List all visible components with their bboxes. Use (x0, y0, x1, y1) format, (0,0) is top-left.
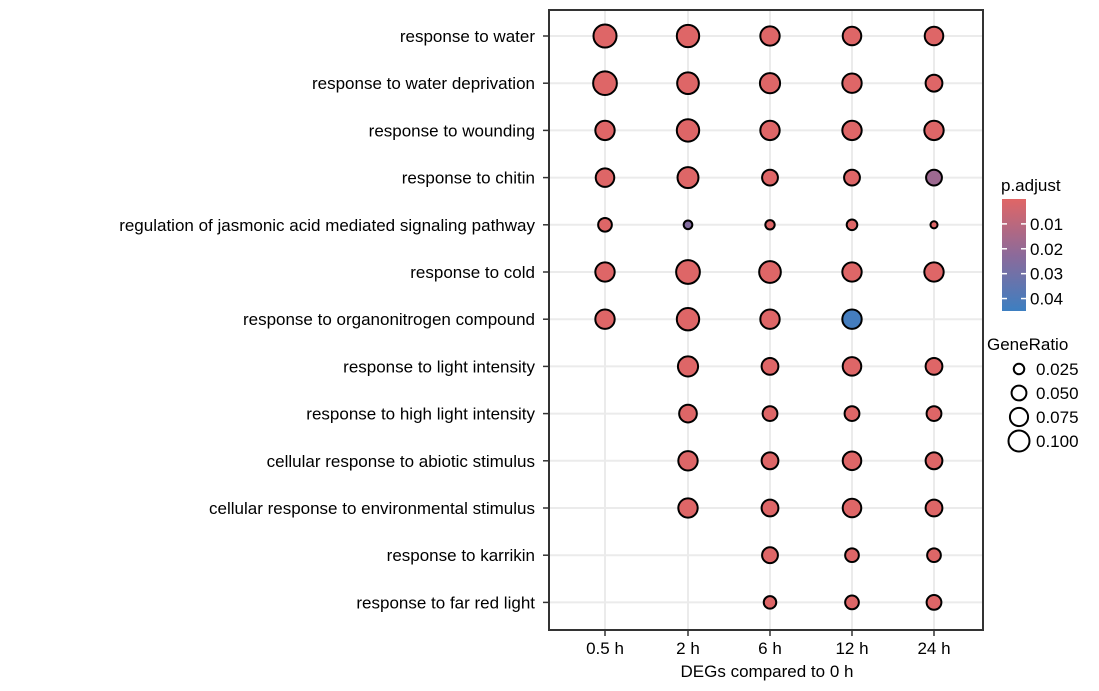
color-legend-ticks: 0.01 0.02 0.03 0.04 (1002, 215, 1063, 309)
x-axis-title: DEGs compared to 0 h (681, 662, 854, 681)
plot-panel-border (548, 9, 984, 631)
data-point (676, 71, 700, 96)
data-point (923, 261, 945, 283)
x-tick-label: 0.5 h (586, 639, 624, 658)
x-tick-label: 6 h (758, 639, 782, 658)
data-point (924, 498, 944, 518)
data-point (843, 405, 861, 423)
size-legend: GeneRatio 0.025 0.050 0.075 0.100 (987, 335, 1079, 453)
color-legend-title: p.adjust (1001, 176, 1061, 195)
data-point (923, 119, 945, 142)
x-tick-label: 12 h (835, 639, 868, 658)
data-point (761, 405, 779, 423)
data-point (844, 547, 860, 564)
data-point (675, 118, 701, 143)
data-point (761, 168, 779, 187)
data-point (929, 220, 939, 230)
data-point (760, 451, 780, 471)
data-point (597, 216, 613, 233)
data-point (841, 497, 863, 519)
y-tick-label: response to chitin (402, 169, 535, 188)
points-layer (592, 23, 945, 611)
data-point (761, 546, 779, 565)
color-legend-tick-label: 0.02 (1030, 240, 1063, 259)
data-point (594, 308, 616, 330)
data-point (676, 166, 700, 190)
data-point (845, 218, 859, 232)
size-legend-label: 0.100 (1036, 432, 1079, 451)
y-tick-label: response to water (400, 27, 535, 46)
data-point (841, 261, 863, 283)
data-point (841, 450, 863, 472)
size-legend-items: 0.025 0.050 0.075 0.100 (1007, 360, 1079, 453)
size-legend-key (1010, 384, 1028, 402)
data-point (678, 403, 698, 424)
data-point (759, 119, 781, 142)
data-point (675, 23, 701, 49)
y-tick-label: cellular response to abiotic stimulus (267, 452, 535, 471)
data-point (675, 307, 701, 332)
data-point (759, 25, 781, 47)
data-point (925, 594, 943, 611)
data-point (925, 405, 943, 423)
y-tick-label: cellular response to environmental stimu… (209, 499, 535, 518)
data-point (923, 25, 945, 47)
y-tick-label: response to wounding (369, 121, 535, 140)
size-legend-title: GeneRatio (987, 335, 1068, 354)
data-point (677, 497, 699, 519)
color-legend-tick-label: 0.01 (1030, 215, 1063, 234)
data-point (841, 308, 863, 330)
data-point (594, 119, 616, 142)
data-point (841, 119, 863, 142)
data-point (764, 219, 776, 231)
size-legend-key (1008, 406, 1030, 428)
data-point (841, 25, 863, 47)
color-legend-tick-label: 0.04 (1030, 290, 1063, 309)
data-point (760, 357, 780, 376)
data-point (594, 261, 616, 283)
color-legend-bar (1002, 199, 1026, 311)
y-tick-label: regulation of jasmonic acid mediated sig… (119, 216, 535, 235)
size-legend-key (1007, 429, 1031, 453)
x-tick-label: 24 h (917, 639, 950, 658)
y-tick-label: response to water deprivation (312, 74, 535, 93)
size-legend-key (1012, 362, 1026, 376)
data-point (594, 167, 616, 188)
data-point (925, 168, 943, 187)
data-point (924, 451, 944, 471)
data-point (758, 260, 782, 284)
data-point (841, 356, 863, 377)
size-legend-label: 0.025 (1036, 360, 1079, 379)
data-point (682, 219, 694, 231)
y-tick-label: response to cold (410, 263, 535, 282)
color-legend-tick-label: 0.03 (1030, 265, 1063, 284)
y-tick-label: response to light intensity (343, 357, 535, 376)
color-legend: p.adjust 0.01 0.02 0.03 0.04 (1001, 176, 1063, 311)
data-point (675, 259, 701, 285)
y-tick-label: response to karrikin (387, 546, 535, 565)
data-point (760, 498, 780, 518)
data-point (841, 72, 863, 94)
y-tick-label: response to organonitrogen compound (243, 310, 535, 329)
x-tick-label: 2 h (676, 639, 700, 658)
data-point (759, 308, 781, 330)
data-point (926, 547, 942, 564)
data-point (676, 355, 700, 378)
y-tick-label: response to far red light (356, 593, 535, 612)
size-legend-label: 0.075 (1036, 408, 1079, 427)
data-point (758, 72, 782, 95)
data-point (843, 168, 861, 187)
data-point (592, 23, 618, 49)
size-legend-label: 0.050 (1036, 384, 1079, 403)
data-point (762, 595, 778, 610)
y-tick-label: response to high light intensity (306, 405, 535, 424)
x-tick-labels: 0.5 h 2 h 6 h 12 h 24 h (586, 630, 951, 658)
data-point (924, 73, 944, 93)
data-point (677, 450, 699, 472)
y-tick-labels: response to water response to water depri… (119, 27, 549, 612)
data-point (924, 357, 944, 376)
data-point (844, 594, 860, 611)
data-point (592, 70, 618, 97)
